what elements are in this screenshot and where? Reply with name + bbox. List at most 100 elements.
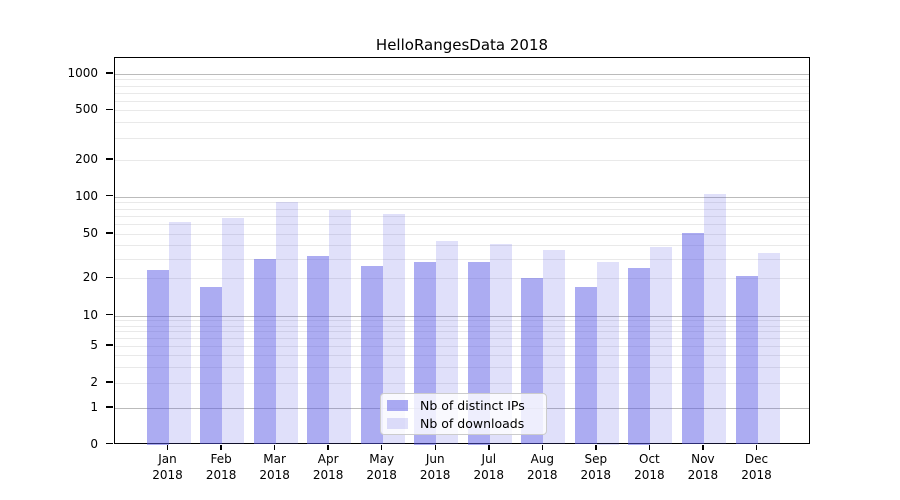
x-tick-label-may: May 2018 [354,452,410,483]
y-tick-label-0: 0 [90,436,98,451]
gridline-50 [115,234,809,235]
x-label-year: 2018 [634,467,665,482]
gridline-4 [115,355,809,356]
bar-nb-of-distinct-ips-may [360,265,383,445]
x-tick-label-dec: Dec 2018 [729,452,785,483]
x-tick-mar [273,445,276,450]
x-tick-label-mar: Mar 2018 [247,452,303,483]
x-tick-feb [220,445,222,450]
x-label-year: 2018 [259,467,290,482]
y-tick-0 [106,442,113,445]
legend-row-distinct-ips: Nb of distinct IPs [387,398,546,413]
legend: Nb of distinct IPs Nb of downloads [380,393,547,435]
y-tick-label-2: 2 [90,375,98,389]
x-label-month: Jan [158,452,177,466]
y-tick-200 [106,158,113,160]
bar-nb-of-downloads-aug [543,249,566,445]
gridline-8 [115,325,809,327]
gridline-800 [115,85,809,87]
y-tick-label-100: 100 [75,188,98,203]
x-label-year: 2018 [473,467,505,482]
legend-swatch-0 [387,399,408,411]
bar-nb-of-downloads-mar [275,202,298,445]
y-tick-10 [106,313,113,316]
x-tick-jul [488,445,490,450]
gridline-9 [115,320,809,322]
x-label-year: 2018 [366,467,397,482]
y-tick-5 [106,344,113,346]
x-label-month: Mar [263,452,286,466]
legend-swatch-1 [387,417,408,429]
bar-nb-of-downloads-nov [703,194,726,445]
y-tick-label-10: 10 [82,307,98,322]
x-label-year: 2018 [527,467,558,482]
gridline-7 [115,331,809,333]
gridline-90 [115,202,809,204]
gridline-3 [115,366,809,368]
x-tick-nov [702,445,704,450]
y-tick-2 [106,381,113,383]
x-label-month: Jul [481,452,497,466]
x-tick-may [380,445,383,450]
legend-label-distinct-ips: Nb of distinct IPs [420,397,525,413]
gridline-100 [115,196,809,198]
bar-nb-of-distinct-ips-apr [307,255,330,445]
x-tick-label-feb: Feb 2018 [193,452,249,483]
gridline-70 [115,215,809,217]
chart-title: HelloRangesData 2018 [375,36,549,54]
x-tick-sep [595,445,597,450]
gridline-200 [115,160,809,161]
x-label-month: Sep [584,452,608,466]
x-tick-label-jul: Jul 2018 [461,452,517,483]
x-tick-label-jun: Jun 2018 [407,452,463,483]
x-label-month: Nov [691,452,715,466]
gridline-700 [115,92,809,94]
y-tick-50 [106,232,113,234]
bar-nb-of-distinct-ips-sep [574,287,597,445]
bar-nb-of-downloads-apr [329,210,352,445]
x-tick-jun [434,445,436,450]
x-label-month: Dec [744,452,769,466]
y-tick-1000 [106,72,113,74]
gridline-1000 [115,73,809,75]
gridline-80 [115,208,809,210]
gridline-400 [115,122,809,124]
x-label-year: 2018 [741,467,772,482]
bar-nb-of-downloads-dec [757,252,780,445]
x-label-month: Jun [425,452,445,466]
y-tick-label-1: 1 [90,400,98,414]
bar-nb-of-distinct-ips-jan [146,269,169,445]
y-tick-label-20: 20 [82,270,98,285]
gridline-5 [115,346,809,347]
x-tick-label-apr: Apr 2018 [300,452,356,483]
gridline-900 [115,79,809,81]
y-tick-label-50: 50 [82,226,98,240]
x-label-year: 2018 [312,467,344,482]
x-tick-label-jan: Jan 2018 [140,452,196,483]
legend-row-downloads: Nb of downloads [387,416,546,431]
gridline-2 [115,383,809,384]
bar-nb-of-downloads-feb [222,218,245,445]
x-label-year: 2018 [152,467,183,482]
x-tick-aug [541,445,544,450]
x-label-year: 2018 [580,467,612,482]
gridline-500 [115,110,809,112]
gridline-40 [115,244,809,246]
y-tick-1 [106,406,113,408]
x-tick-dec [755,445,758,450]
x-label-month: Apr [317,452,339,466]
x-label-year: 2018 [419,467,451,482]
bar-nb-of-distinct-ips-feb [200,287,223,445]
x-tick-label-sep: Sep 2018 [568,452,624,483]
x-tick-jan [166,445,169,450]
x-label-month: Feb [210,452,232,466]
gridline-20 [115,278,809,280]
bar-nb-of-downloads-oct [650,247,673,445]
gridline-60 [115,224,809,226]
x-tick-apr [327,445,329,450]
bar-nb-of-distinct-ips-dec [735,275,758,445]
gridline-6 [115,338,809,339]
gridline-10 [115,315,809,317]
y-tick-label-1000: 1000 [67,65,98,80]
